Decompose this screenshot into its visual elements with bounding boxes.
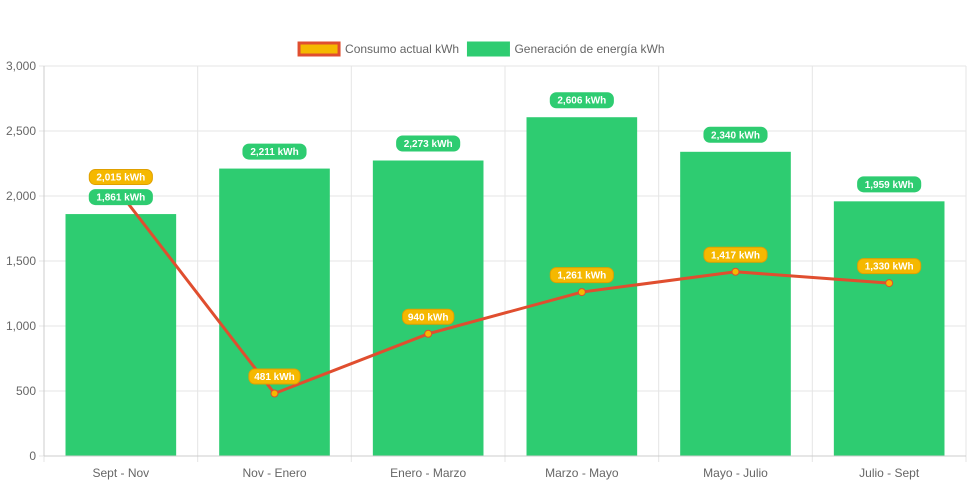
line-consumo	[119, 193, 890, 396]
line-data-label: 1,417 kWh	[711, 250, 760, 261]
line-data-label: 2,015 kWh	[96, 173, 145, 184]
x-tick-label: Nov - Enero	[242, 466, 306, 480]
x-tick-label: Marzo - Mayo	[545, 466, 619, 480]
bar-data-label-bg	[703, 126, 768, 143]
bar-data-label: 2,340 kWh	[711, 130, 760, 141]
line-data-label: 481 kWh	[254, 372, 295, 383]
line-data-label-bg	[248, 368, 301, 385]
bar-data-label: 2,211 kWh	[250, 147, 298, 158]
y-tick-label: 3,000	[6, 59, 36, 73]
line-data-label-bg	[88, 169, 153, 186]
point-consumo[interactable]	[270, 389, 279, 398]
legend-swatch	[466, 41, 510, 57]
point-consumo[interactable]	[577, 288, 586, 297]
legend[interactable]: Consumo actual kWh Generación de energía …	[297, 41, 665, 57]
legend-label: Consumo actual kWh	[345, 42, 459, 56]
legend-swatch	[297, 41, 341, 57]
bar-data-label-bg	[549, 92, 614, 109]
bar-generacion[interactable]	[372, 160, 484, 456]
bar-data-label: 2,606 kWh	[557, 96, 606, 107]
bar-generacion[interactable]	[680, 151, 791, 457]
line-data-label-bg	[703, 246, 768, 263]
x-tick-label: Mayo - Julio	[703, 466, 768, 480]
line-data-label-bg	[857, 258, 922, 275]
line-data-label-bg	[402, 308, 455, 325]
bar-data-label-bg	[88, 189, 153, 206]
bars-layer	[65, 117, 945, 457]
bar-generacion[interactable]	[65, 214, 177, 456]
bar-data-label-bg	[857, 176, 922, 193]
bar-generacion[interactable]	[833, 201, 945, 456]
legend-item-consumo[interactable]: Consumo actual kWh	[297, 41, 459, 57]
y-tick-label: 2,000	[6, 189, 36, 203]
y-tick-label: 2,500	[6, 124, 36, 138]
point-consumo[interactable]	[424, 329, 433, 338]
axis-layer: 0 500 1,000 1,500 2,000 2,500 3,000 Sept - Nov N…	[6, 59, 966, 480]
x-tick-label: Sept - Nov	[92, 466, 149, 480]
y-tick-label: 500	[16, 384, 36, 398]
y-tick-label: 1,500	[6, 254, 36, 268]
legend-item-generacion[interactable]: Generación de energía kWh	[466, 41, 665, 57]
bar-data-label: 2,273 kWh	[404, 139, 453, 150]
bar-data-label: 1,959 kWh	[865, 180, 914, 191]
x-tick-label: Julio - Sept	[859, 466, 920, 480]
line-data-label-bg	[549, 267, 614, 284]
data-labels-layer: 1,861 kWh 2,211 kWh 2,273 kWh 2,606 kWh 2,34…	[88, 92, 922, 385]
line-data-label: 1,261 kWh	[557, 271, 606, 282]
line-data-label: 940 kWh	[408, 312, 449, 323]
bar-generacion[interactable]	[219, 168, 330, 456]
y-tick-label: 1,000	[6, 319, 36, 333]
bar-data-label-bg	[242, 143, 307, 160]
point-consumo[interactable]	[731, 267, 740, 276]
grid-layer	[43, 65, 967, 462]
line-data-label: 1,330 kWh	[865, 262, 914, 273]
point-consumo[interactable]	[885, 279, 894, 288]
legend-label: Generación de energía kWh	[514, 42, 664, 56]
bar-data-label: 1,861 kWh	[96, 193, 145, 204]
bar-data-label-bg	[396, 135, 461, 152]
x-tick-label: Enero - Marzo	[390, 466, 466, 480]
y-tick-label: 0	[29, 449, 36, 463]
line-layer	[116, 190, 894, 398]
